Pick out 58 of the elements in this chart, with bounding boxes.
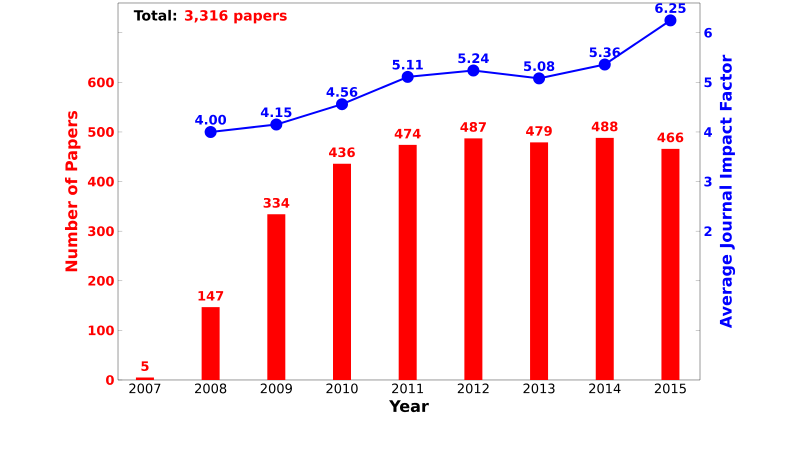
data-label: 474 <box>394 128 421 138</box>
data-label: 334 <box>264 198 290 208</box>
data-label: 5 <box>141 361 149 371</box>
y-tick-label: 0 <box>106 375 114 385</box>
point <box>204 126 217 138</box>
data-label: 488 <box>592 122 618 132</box>
point <box>336 98 348 110</box>
y2-axis-title: Average Journal Impact Factor <box>719 54 736 328</box>
bar <box>398 144 417 380</box>
x-tick-label: 2007 <box>129 384 160 394</box>
y-tick-label: 500 <box>88 127 114 137</box>
bar <box>267 214 286 380</box>
point <box>598 58 611 71</box>
data-label: 4.15 <box>260 108 292 118</box>
x-tick-label: 2012 <box>458 384 489 394</box>
point <box>402 70 414 83</box>
y-tick-label: 200 <box>88 276 114 286</box>
bar <box>661 148 680 380</box>
y-tick-label: 600 <box>88 77 114 88</box>
point <box>270 118 282 131</box>
x-axis-title: Year <box>389 400 429 412</box>
data-label: 487 <box>460 122 486 132</box>
annotation: Total: <box>134 10 176 21</box>
x-tick-label: 2013 <box>523 384 555 394</box>
data-label: 6.25 <box>655 3 686 14</box>
data-label: 5.11 <box>392 60 423 70</box>
data-label: 5.24 <box>458 53 489 64</box>
data-label: 479 <box>526 126 552 136</box>
x-tick-label: 2010 <box>326 384 358 394</box>
point <box>467 64 480 76</box>
x-tick-label: 2011 <box>392 384 424 394</box>
point <box>664 14 676 26</box>
bar <box>596 138 614 380</box>
x-tick-label: 2014 <box>589 384 621 394</box>
y-tick-label: 300 <box>88 226 114 236</box>
bar <box>530 142 548 380</box>
data-label: 5.08 <box>524 61 554 72</box>
annotation: 3,316 papers <box>184 10 287 24</box>
y2-tick-label: 5 <box>704 78 712 88</box>
data-label: 436 <box>329 147 355 158</box>
y-tick-label: 400 <box>88 176 114 186</box>
x-tick-label: 2008 <box>195 384 226 394</box>
bar <box>464 138 482 380</box>
data-label: 147 <box>198 291 224 301</box>
y2-tick-label: 4 <box>704 127 712 137</box>
bar <box>333 164 352 380</box>
y2-tick-label: 3 <box>704 176 712 186</box>
y-axis-title: Number of Papers <box>64 110 80 272</box>
data-label: 4.00 <box>195 114 226 125</box>
point <box>533 72 546 84</box>
y2-tick-label: 6 <box>704 28 712 38</box>
data-label: 466 <box>657 132 684 142</box>
x-tick-label: 2015 <box>654 384 686 394</box>
y-tick-label: 100 <box>88 325 114 336</box>
x-tick-label: 2009 <box>260 384 292 394</box>
y2-tick-label: 2 <box>704 226 712 236</box>
bar <box>202 307 220 380</box>
data-label: 4.56 <box>326 87 358 97</box>
